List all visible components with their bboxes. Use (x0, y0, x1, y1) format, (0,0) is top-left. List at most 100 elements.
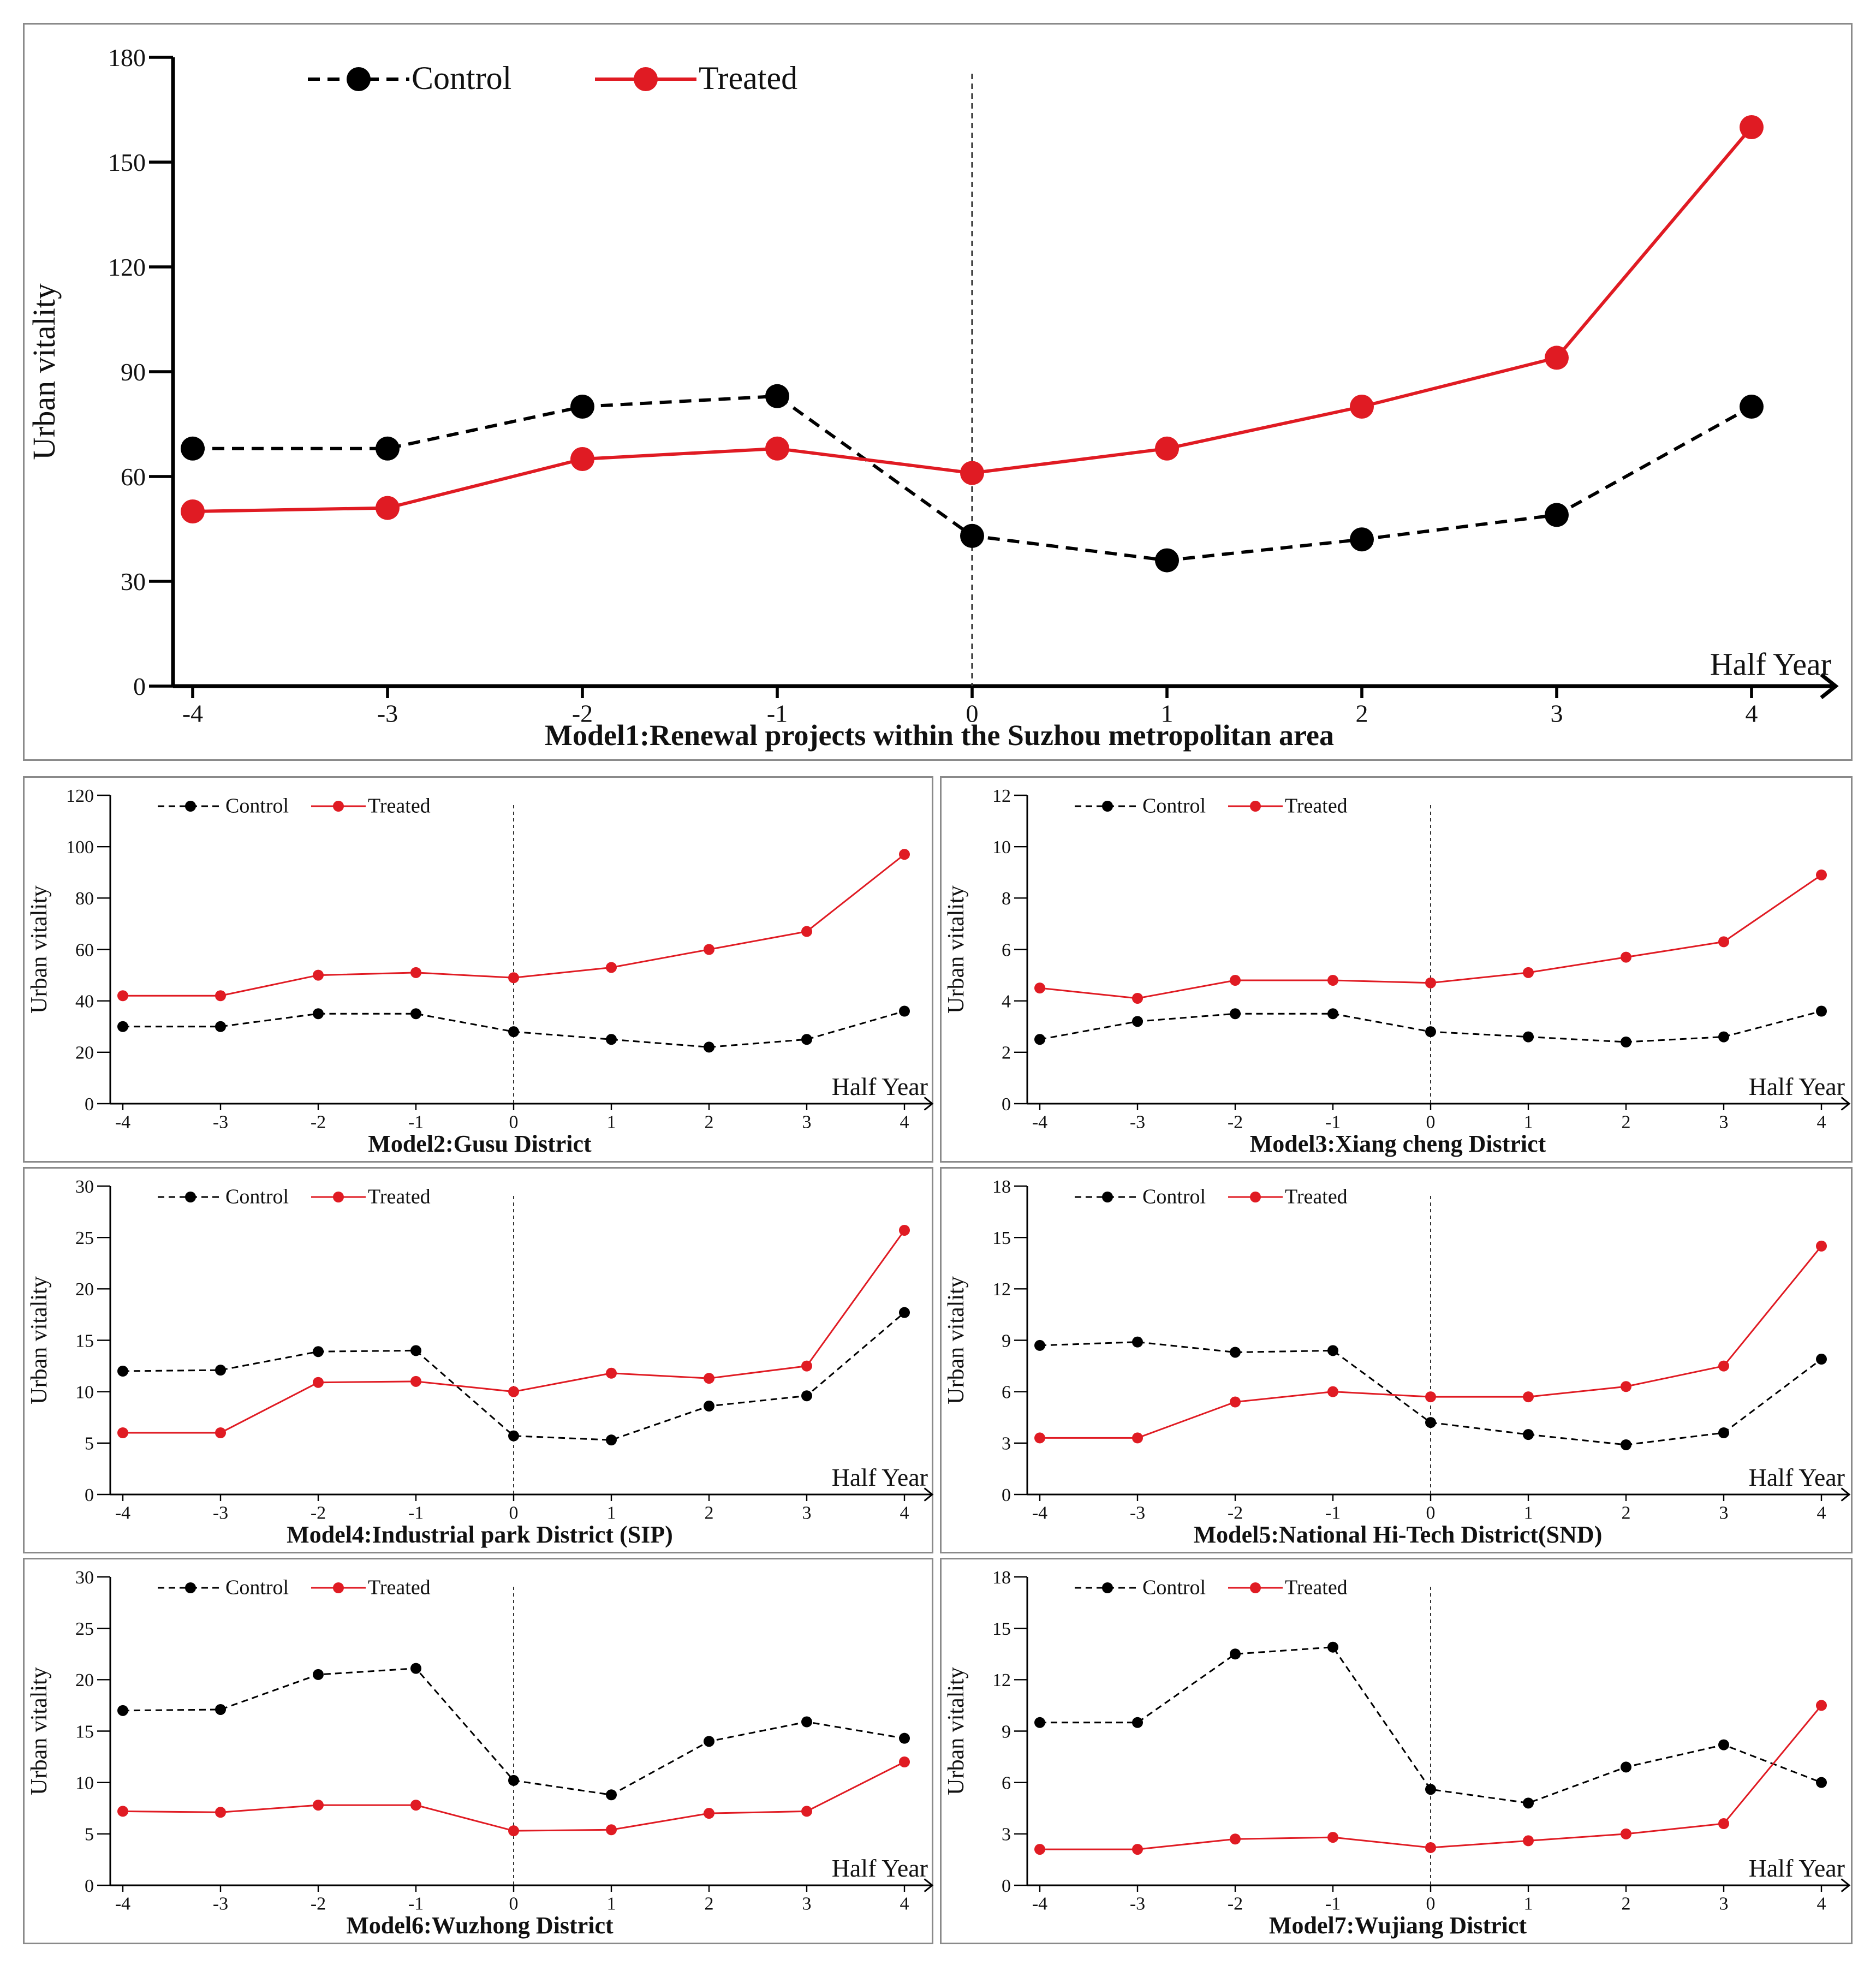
data-point-treated (313, 1800, 324, 1811)
data-point-treated (1327, 1832, 1338, 1843)
x-tick-label: 3 (802, 1112, 812, 1132)
x-tick-label: -1 (408, 1503, 424, 1523)
x-axis-label: Half Year (1749, 1073, 1845, 1100)
x-tick-label: -3 (377, 700, 398, 728)
y-tick-label: 25 (75, 1228, 94, 1248)
data-point-treated (1425, 1391, 1436, 1403)
data-point-control (1740, 395, 1764, 419)
y-tick-label: 60 (75, 940, 94, 960)
x-tick-label: -1 (1325, 1503, 1341, 1523)
x-tick-label: 4 (1746, 700, 1758, 728)
data-point-control (1718, 1739, 1729, 1750)
data-point-treated (899, 1224, 910, 1236)
x-tick-label: 2 (1622, 1112, 1631, 1132)
y-tick-label: 12 (992, 1279, 1011, 1300)
y-tick-label: 8 (1002, 889, 1011, 909)
data-point-treated (1132, 1432, 1143, 1444)
data-point-treated (704, 1373, 714, 1384)
data-point-control (801, 1716, 812, 1728)
data-point-treated (1230, 975, 1241, 986)
x-tick-label: 1 (1524, 1893, 1533, 1914)
y-axis-label: Urban vitality (944, 1276, 969, 1404)
legend-label-control: Control (225, 794, 289, 817)
chart-title: Model4:Industrial park District (SIP) (287, 1521, 673, 1548)
x-axis-label: Half Year (832, 1463, 928, 1491)
data-point-treated (606, 962, 617, 973)
data-point-control (899, 1307, 910, 1318)
y-axis-label: Urban vitality (27, 885, 52, 1013)
x-tick-label: 2 (1622, 1503, 1631, 1523)
x-tick-label: 2 (705, 1112, 714, 1132)
data-point-treated (899, 1756, 910, 1767)
y-tick-label: 3 (1002, 1825, 1011, 1845)
data-point-treated (117, 1806, 128, 1817)
legend-marker-treated (333, 801, 344, 812)
chart-svg: 0 20 40 60 80 100 120 -4 -3 -2 -1 0 1 2 3 4 Urban vitali… (27, 786, 934, 1157)
data-point-control (606, 1789, 617, 1801)
data-point-treated (1230, 1396, 1241, 1408)
data-point-treated (1327, 975, 1338, 986)
data-point-control (1034, 1717, 1045, 1728)
data-point-control (1718, 1427, 1729, 1438)
data-point-treated (570, 447, 594, 471)
data-point-treated (1425, 977, 1436, 988)
data-point-control (1621, 1439, 1631, 1450)
legend-marker-control (185, 1192, 196, 1202)
chart-title: Model3:Xiang cheng District (1250, 1130, 1546, 1157)
data-point-treated (765, 436, 789, 461)
chart-svg: 0 5 10 15 20 25 30 -4 -3 -2 -1 0 1 2 3 4 Urban vitality H… (27, 1568, 934, 1939)
x-tick-label: 3 (802, 1503, 812, 1523)
y-tick-label: 4 (1002, 992, 1011, 1012)
legend-marker-control (185, 1582, 196, 1593)
data-point-control (1230, 1008, 1241, 1020)
x-tick-label: -2 (311, 1112, 326, 1132)
data-point-control (765, 384, 789, 408)
y-tick-label: 90 (121, 358, 146, 386)
x-tick-label: -2 (572, 700, 593, 728)
legend-marker-treated (1250, 801, 1261, 812)
x-axis-arrow (924, 1487, 934, 1502)
data-point-treated (1155, 436, 1179, 461)
x-tick-label: 1 (1524, 1112, 1533, 1132)
data-point-control (801, 1390, 812, 1402)
data-point-control (1327, 1641, 1338, 1653)
x-axis-arrow (924, 1097, 934, 1111)
x-tick-label: 4 (900, 1893, 909, 1914)
data-point-treated (215, 990, 226, 1002)
chart-title: Model1:Renewal projects within the Suzho… (545, 719, 1334, 752)
y-tick-label: 10 (75, 1383, 94, 1403)
chart-panel-model3: 0 2 4 6 8 10 12 -4 -3 -2 -1 0 1 2 3 4 Urban vitality Half… (940, 776, 1853, 1163)
y-axis-label: Urban vitality (944, 1667, 969, 1795)
data-point-control (313, 1008, 324, 1020)
y-tick-label: 150 (108, 148, 146, 176)
x-tick-label: 0 (509, 1503, 519, 1523)
data-point-control (1034, 1034, 1045, 1045)
legend-label-control: Control (1142, 1185, 1206, 1208)
legend-marker-control (1102, 1582, 1113, 1593)
y-tick-label: 15 (992, 1619, 1011, 1639)
y-tick-label: 6 (1002, 1383, 1011, 1403)
x-tick-label: -1 (408, 1893, 424, 1914)
y-tick-label: 2 (1002, 1043, 1011, 1063)
y-tick-label: 0 (133, 672, 146, 700)
x-axis-arrow (1820, 673, 1839, 699)
data-point-treated (1132, 992, 1143, 1004)
y-axis-label: Urban vitality (27, 1667, 52, 1795)
x-tick-label: -4 (115, 1503, 130, 1523)
legend-marker-control (347, 67, 371, 91)
data-point-control (1132, 1016, 1143, 1027)
data-point-control (704, 1401, 714, 1412)
y-axis-label: Urban vitality (26, 283, 62, 460)
y-tick-label: 25 (75, 1619, 94, 1639)
legend-label-treated: Treated (368, 1185, 431, 1208)
y-tick-label: 60 (121, 463, 146, 491)
y-tick-label: 0 (85, 1094, 94, 1115)
data-point-treated (376, 496, 400, 520)
y-tick-label: 30 (121, 568, 146, 596)
y-tick-label: 10 (992, 837, 1011, 858)
series-line-control (1040, 1646, 1822, 1804)
x-tick-label: 0 (1426, 1503, 1436, 1523)
x-axis-label: Half Year (832, 1854, 928, 1882)
